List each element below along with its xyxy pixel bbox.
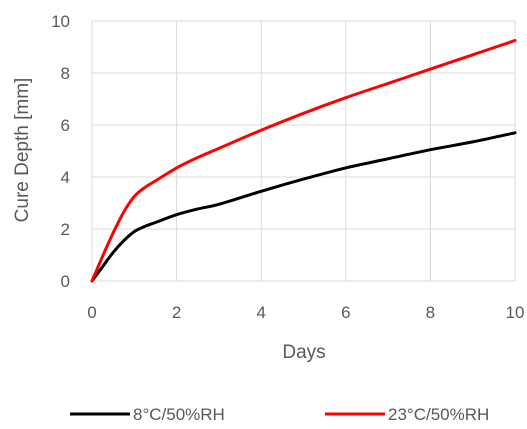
x-tick-labels: 0 2 4 6 8 10 (87, 303, 524, 322)
y-tick-label: 0 (61, 272, 70, 291)
x-tick-label: 2 (172, 303, 181, 322)
series-line-2 (90, 39, 517, 283)
grid (91, 20, 516, 282)
series-line-1 (90, 131, 517, 283)
y-tick-label: 8 (61, 64, 70, 83)
y-tick-label: 4 (61, 168, 70, 187)
x-tick-label: 4 (256, 303, 265, 322)
x-axis-title: Days (282, 342, 325, 363)
series-lines (90, 39, 517, 283)
x-tick-label: 0 (87, 303, 96, 322)
x-tick-label: 6 (341, 303, 350, 322)
y-tick-labels: 0 2 4 6 8 10 (51, 12, 70, 291)
y-axis-title: Cure Depth [mm] (12, 78, 33, 223)
y-tick-label: 10 (51, 12, 70, 31)
legend: 8°C/50%RH 23°C/50%RH (70, 405, 489, 424)
y-tick-label: 2 (61, 220, 70, 239)
x-tick-label: 10 (506, 303, 525, 322)
y-tick-label: 6 (61, 116, 70, 135)
x-tick-label: 8 (426, 303, 435, 322)
legend-label-1: 8°C/50%RH (133, 405, 225, 424)
legend-label-2: 23°C/50%RH (388, 405, 489, 424)
